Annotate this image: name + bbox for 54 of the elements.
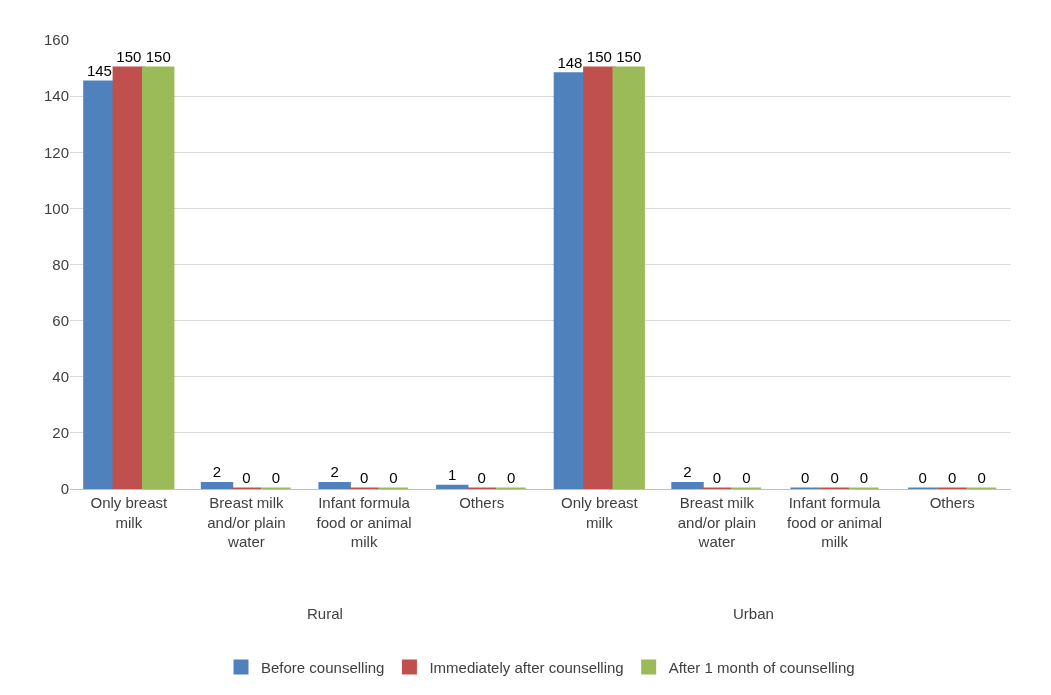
data-label: 150 bbox=[586, 48, 612, 66]
bar bbox=[318, 481, 351, 489]
data-label: 150 bbox=[116, 48, 142, 66]
data-label: 0 bbox=[800, 469, 810, 486]
data-label: 2 bbox=[330, 463, 339, 481]
data-label: 0 bbox=[242, 469, 251, 486]
y-tick-label: 0 bbox=[60, 480, 69, 498]
data-label: 150 bbox=[616, 48, 642, 66]
x-tick-label: Others bbox=[459, 494, 505, 511]
data-label: 0 bbox=[271, 469, 281, 486]
y-tick-label: 160 bbox=[43, 31, 69, 49]
data-label: 0 bbox=[948, 469, 957, 486]
text: Urban bbox=[733, 605, 774, 622]
text: Rural bbox=[307, 605, 343, 622]
data-label: 0 bbox=[389, 469, 398, 486]
x-tick-label: Breast milk and/or plain water bbox=[677, 494, 757, 550]
bar bbox=[142, 66, 175, 489]
legend-label: Immediately after counselling bbox=[429, 658, 624, 676]
y-tick-label: 100 bbox=[43, 199, 69, 217]
data-label: 2 bbox=[212, 463, 222, 481]
data-label: 148 bbox=[557, 53, 583, 71]
data-label: 0 bbox=[712, 469, 722, 486]
bar bbox=[671, 481, 704, 489]
x-tick-label: Only breast milk bbox=[90, 494, 168, 531]
data-label: 0 bbox=[830, 469, 839, 486]
data-label: 0 bbox=[506, 469, 516, 486]
legend-label: Before counselling bbox=[261, 658, 385, 676]
bar bbox=[83, 80, 116, 489]
bar bbox=[200, 481, 234, 489]
data-label: 150 bbox=[145, 48, 171, 66]
x-tick-label: Only breast milk bbox=[560, 494, 639, 531]
bar bbox=[436, 484, 469, 489]
y-tick-label: 80 bbox=[52, 255, 69, 273]
data-label: 145 bbox=[86, 62, 112, 80]
data-label: 0 bbox=[477, 469, 486, 486]
data-label: 0 bbox=[859, 469, 869, 486]
y-tick-label: 40 bbox=[52, 368, 69, 385]
data-label: 0 bbox=[742, 469, 751, 486]
y-tick-label: 140 bbox=[43, 87, 69, 105]
data-label: 0 bbox=[359, 469, 369, 486]
x-tick-label: Infant formula food or animal milk bbox=[316, 494, 412, 550]
x-tick-label: Others bbox=[929, 494, 975, 511]
x-tick-label: Breast milk and/or plain water bbox=[207, 494, 286, 550]
x-tick-label: Infant formula food or animal milk bbox=[787, 494, 883, 550]
y-tick-label: 120 bbox=[43, 143, 69, 161]
data-label: 1 bbox=[448, 466, 457, 484]
y-tick-label: 20 bbox=[52, 424, 69, 442]
legend-label: After 1 month of counselling bbox=[668, 658, 855, 676]
data-label: 0 bbox=[977, 469, 986, 486]
bar bbox=[583, 66, 616, 489]
data-label: 0 bbox=[918, 469, 927, 486]
y-tick-label: 60 bbox=[52, 311, 69, 329]
bar bbox=[612, 66, 645, 489]
data-label: 2 bbox=[683, 463, 692, 481]
